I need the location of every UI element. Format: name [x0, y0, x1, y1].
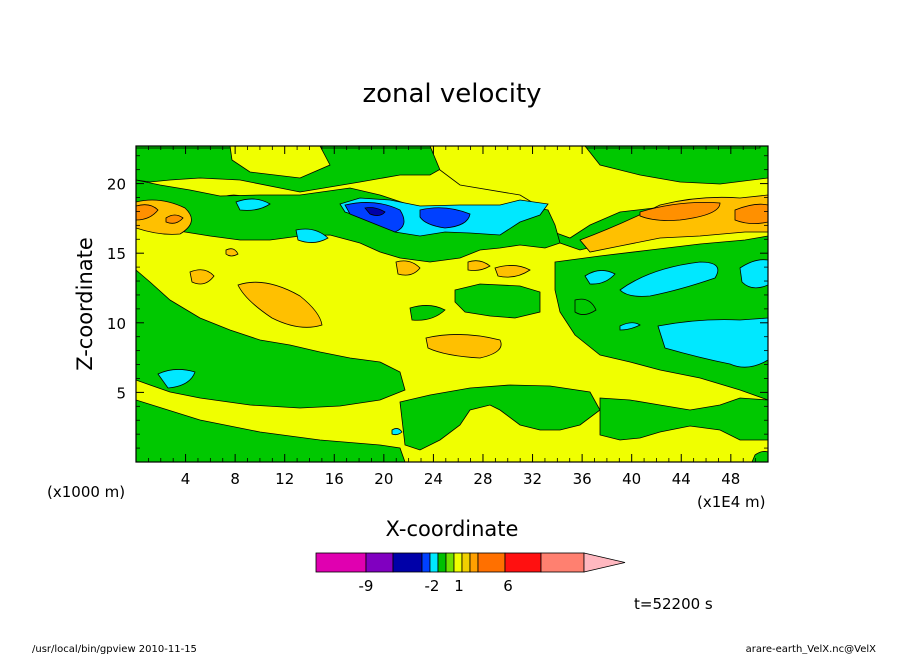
- contour-region: [454, 283, 541, 319]
- x-tick-label: 8: [230, 470, 240, 488]
- y-unit-label: (x1000 m): [47, 483, 125, 501]
- contour-region: [657, 317, 768, 368]
- colorbar-segment: [421, 552, 431, 573]
- x-axis: 4 8 12 16 20 24 28 32 36 40 44 48: [147, 146, 757, 488]
- contour-region: [419, 207, 471, 229]
- colorbar-segment: [469, 552, 479, 573]
- x-tick-label: 12: [275, 470, 294, 488]
- x-tick-label: 44: [672, 470, 691, 488]
- contour-region: [395, 260, 421, 276]
- contour-region: [136, 399, 406, 462]
- x-tick-label: 4: [181, 470, 191, 488]
- contour-region: [739, 259, 768, 289]
- colorbar-segment: [315, 552, 367, 573]
- contour-region: [639, 202, 721, 221]
- colorbar-segment: [365, 552, 394, 573]
- contour-region: [136, 269, 406, 409]
- y-tick-label: 20: [107, 176, 126, 194]
- colorbar-tick-label: -2: [425, 577, 440, 595]
- y-tick-label: 15: [107, 245, 126, 263]
- contour-region: [237, 281, 323, 328]
- contour-region: [619, 322, 641, 331]
- colorbar-segment: [445, 552, 455, 573]
- contour-region: [157, 369, 196, 389]
- y-axis: 5 10 15 20: [107, 155, 768, 449]
- contour-region: [225, 248, 239, 257]
- colorbar-ticks: -9 -2 1 6: [359, 577, 513, 595]
- colorbar-tick-label: 6: [503, 577, 513, 595]
- colorbar-segment: [437, 552, 447, 573]
- colorbar-segment: [540, 552, 585, 573]
- chart-title: zonal velocity: [362, 79, 541, 109]
- contour-region: [467, 260, 491, 271]
- colorbar-segment: [461, 552, 471, 573]
- time-annotation: t=52200 s: [634, 595, 713, 613]
- contour-region: [399, 384, 601, 451]
- contour-region: [344, 202, 405, 233]
- x-tick-label: 48: [721, 470, 740, 488]
- x-unit-label: (x1E4 m): [697, 493, 766, 511]
- contour-region: [734, 203, 768, 224]
- contour-region: [425, 334, 502, 359]
- x-tick-label: 36: [573, 470, 592, 488]
- colorbar-segment: [504, 552, 542, 573]
- x-tick-label: 32: [523, 470, 542, 488]
- contour-region: [229, 146, 331, 179]
- contour-region: [574, 298, 597, 315]
- x-tick-label: 40: [622, 470, 641, 488]
- contour-region: [165, 214, 184, 224]
- y-axis-title: Z-coordinate: [73, 237, 97, 371]
- contour-region: [599, 397, 768, 441]
- x-tick-label: 16: [325, 470, 344, 488]
- contour-region: [619, 261, 719, 297]
- contour-field: [136, 146, 768, 462]
- footer-right: arare-earth_VelX.nc@VelX: [746, 644, 877, 654]
- colorbar-segment: [429, 552, 439, 573]
- x-axis-title: X-coordinate: [386, 517, 519, 541]
- contour-region: [494, 265, 531, 278]
- contour-region: [409, 305, 446, 321]
- contour-region: [584, 270, 616, 285]
- y-tick-label: 5: [116, 384, 126, 402]
- colorbar-arrow: [583, 552, 626, 573]
- contour-region: [391, 428, 403, 436]
- plot-frame: [135, 145, 769, 463]
- contour-region: [189, 269, 215, 285]
- contour-region: [235, 198, 271, 211]
- x-tick-label: 20: [374, 470, 393, 488]
- colorbar-tick-label: -9: [359, 577, 374, 595]
- colorbar-segment: [392, 552, 423, 573]
- colorbar-segment: [477, 552, 506, 573]
- contour-region: [136, 204, 159, 221]
- contour-region: [364, 207, 386, 216]
- colorbar-segment: [453, 552, 463, 573]
- colorbar: [315, 552, 626, 573]
- y-tick-label: 10: [107, 315, 126, 333]
- colorbar-tick-label: 1: [454, 577, 464, 595]
- contour-region: [295, 228, 329, 243]
- contour-region: [579, 194, 768, 253]
- footer-left: /usr/local/bin/gpview 2010-11-15: [32, 644, 197, 654]
- x-tick-label: 24: [424, 470, 443, 488]
- x-tick-label: 28: [473, 470, 492, 488]
